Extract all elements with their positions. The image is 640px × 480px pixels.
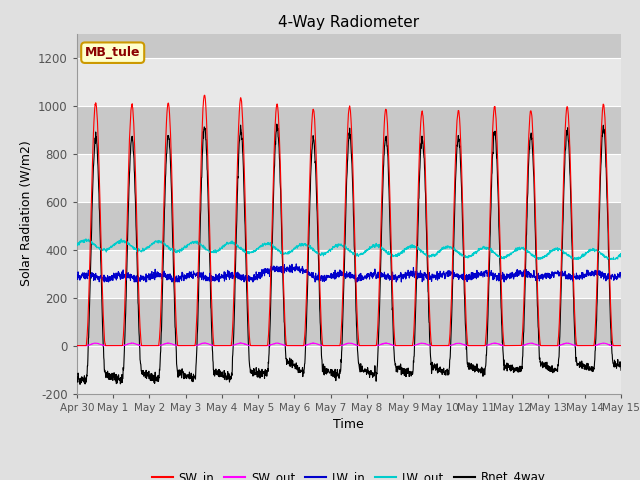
X-axis label: Time: Time	[333, 418, 364, 431]
Bar	[77, 346, 621, 394]
Bar	[77, 154, 621, 202]
Y-axis label: Solar Radiation (W/m2): Solar Radiation (W/m2)	[19, 141, 33, 287]
Bar	[77, 58, 621, 106]
Text: MB_tule: MB_tule	[85, 46, 140, 59]
Legend: SW_in, SW_out, LW_in, LW_out, Rnet_4way: SW_in, SW_out, LW_in, LW_out, Rnet_4way	[147, 466, 551, 480]
Bar	[77, 250, 621, 298]
Title: 4-Way Radiometer: 4-Way Radiometer	[278, 15, 419, 30]
